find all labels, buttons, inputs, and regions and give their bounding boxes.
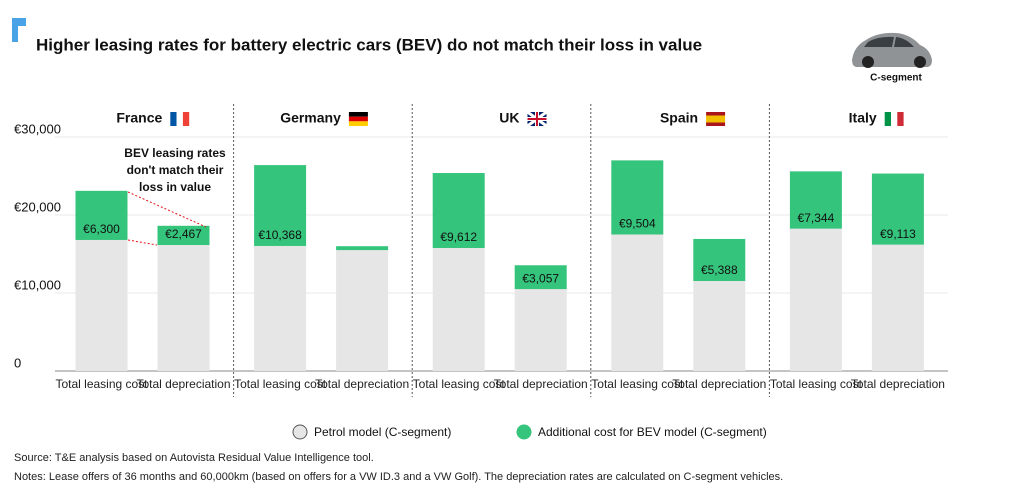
bar-segment <box>611 160 664 235</box>
bar-segment <box>157 225 210 246</box>
bar-segment <box>157 245 210 371</box>
value-label: €7,344 <box>798 211 835 225</box>
value-label: €9,113 <box>880 227 916 241</box>
x-tick-label: Total leasing cost <box>769 377 862 391</box>
value-label: €2,467 <box>165 227 202 241</box>
bar-segment <box>514 265 567 290</box>
bar-segment <box>432 173 485 248</box>
value-label: €10,368 <box>258 228 302 242</box>
x-tick-label: Total depreciation <box>315 377 410 391</box>
group-label: France <box>116 110 162 126</box>
car-icon <box>852 32 932 68</box>
legend-label: Additional cost for BEV model (C-segment… <box>538 425 767 439</box>
value-label: €5,388 <box>701 263 738 277</box>
y-tick-label: €10,000 <box>14 277 61 292</box>
x-tick-label: Total leasing cost <box>55 377 148 391</box>
segment-label: C-segment <box>870 73 922 84</box>
y-tick-label: €30,000 <box>14 121 61 136</box>
y-tick-label: €20,000 <box>14 199 61 214</box>
legend-label: Petrol model (C-segment) <box>314 425 451 439</box>
value-label: €6,300 <box>83 222 120 236</box>
annotation-line <box>127 239 158 246</box>
flag-stripe <box>348 116 368 122</box>
bar-segment <box>693 238 746 281</box>
bar-segment <box>432 247 485 371</box>
flag <box>706 112 726 126</box>
value-label: €9,612 <box>440 230 477 244</box>
flag <box>348 112 368 127</box>
annotation: BEV leasing rates <box>124 146 226 160</box>
group-label: UK <box>499 110 519 126</box>
bar-segment <box>336 246 389 251</box>
bar-segment <box>871 244 924 371</box>
flag-cross <box>527 112 547 126</box>
flag-stripe <box>706 122 726 126</box>
annotation: loss in value <box>139 180 211 194</box>
annotation: don't match their <box>127 163 224 177</box>
x-tick-label: Total depreciation <box>672 377 767 391</box>
x-tick-label: Total depreciation <box>850 377 945 391</box>
bar-segment <box>871 173 924 245</box>
group-label: Italy <box>849 110 877 126</box>
bar-segment <box>75 239 128 371</box>
flag-stripe <box>176 112 183 126</box>
title-icon <box>12 18 26 42</box>
bar-segment <box>254 245 307 371</box>
bar-segment <box>75 190 128 240</box>
bar-segment <box>693 280 746 371</box>
bar-segment <box>789 171 842 229</box>
value-label: €9,504 <box>619 217 656 231</box>
flag-stripe <box>706 115 726 123</box>
flag <box>884 112 904 126</box>
flag-stripe <box>897 112 904 126</box>
flag-stripe <box>182 112 190 126</box>
value-label: €3,057 <box>522 271 559 285</box>
x-tick-label: Total leasing cost <box>234 377 327 391</box>
bar-segment <box>254 165 307 246</box>
annotation-line <box>127 191 207 228</box>
y-tick-label: 0 <box>14 355 21 370</box>
flag-stripe <box>891 112 898 126</box>
bar-segment <box>514 289 567 371</box>
chart-title: Higher leasing rates for battery electri… <box>36 35 702 54</box>
flag-stripe <box>706 112 726 116</box>
bar-segment <box>336 250 389 371</box>
x-tick-label: Total leasing cost <box>412 377 505 391</box>
legend-swatch <box>292 424 308 440</box>
source: Source: T&E analysis based on Autovista … <box>14 452 374 464</box>
x-tick-label: Total depreciation <box>493 377 588 391</box>
bar-segment <box>789 228 842 371</box>
x-tick-label: Total leasing cost <box>591 377 684 391</box>
legend-swatch <box>516 424 532 440</box>
flag-stripe <box>348 121 368 127</box>
x-tick-label: Total depreciation <box>136 377 231 391</box>
flag-stripe <box>884 112 891 126</box>
group-label: Spain <box>660 110 698 126</box>
flag <box>526 110 548 128</box>
flag-stripe <box>170 112 177 126</box>
flag <box>170 112 190 126</box>
group-label: Germany <box>280 110 341 126</box>
flag-stripe <box>348 112 368 117</box>
bar-segment <box>611 234 664 371</box>
notes: Notes: Lease offers of 36 months and 60,… <box>14 471 784 483</box>
